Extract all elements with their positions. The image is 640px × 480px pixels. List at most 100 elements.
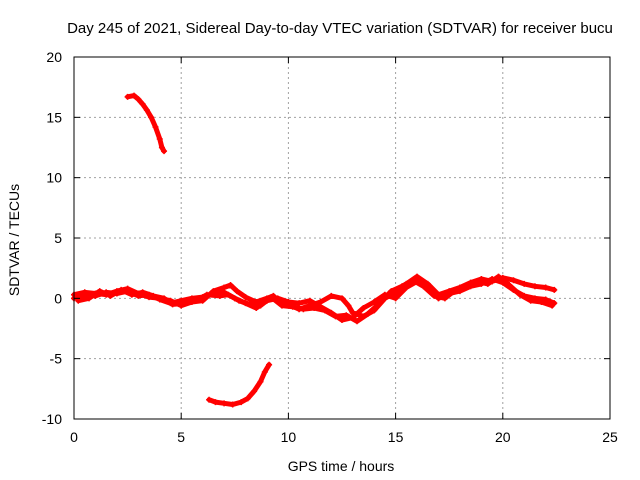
data-point: [527, 297, 534, 304]
data-point: [360, 304, 367, 311]
data-point: [257, 378, 264, 385]
data-point: [195, 296, 202, 303]
y-tick-label: -10: [42, 411, 62, 427]
data-point: [495, 273, 502, 280]
data-point: [289, 303, 296, 310]
y-tick-label: 0: [54, 290, 62, 306]
x-tick-label: 15: [388, 429, 404, 445]
data-point: [551, 286, 558, 293]
data-point: [251, 388, 258, 395]
data-point: [212, 399, 219, 406]
data-point: [261, 368, 268, 375]
data-point: [206, 396, 213, 403]
data-point: [244, 395, 251, 402]
data-point: [152, 123, 159, 130]
data-point: [236, 297, 243, 304]
data-point: [452, 286, 459, 293]
data-point: [354, 318, 361, 325]
data-point: [300, 306, 307, 313]
x-tick-label: 25: [602, 429, 618, 445]
data-point: [339, 295, 345, 302]
data-point: [257, 302, 264, 309]
x-tick-label: 10: [281, 429, 297, 445]
data-point: [86, 295, 93, 302]
data-point: [328, 292, 335, 299]
data-point: [221, 400, 228, 407]
data-point: [549, 302, 556, 309]
grid: [74, 57, 610, 419]
data-point: [135, 96, 142, 103]
data-point: [441, 295, 448, 302]
data-point: [107, 292, 114, 299]
data-point: [321, 307, 328, 314]
tick-labels: 0 5 10 15 20 25 -10 -5 0 5 10 15 20: [42, 49, 618, 445]
data-point: [161, 148, 168, 155]
series-main-band-c: [75, 273, 556, 325]
data-point: [420, 283, 427, 290]
data-point: [278, 302, 285, 309]
series-upper-arc: [124, 92, 168, 155]
data-point: [510, 277, 517, 284]
data-point: [266, 361, 273, 368]
y-tick-label: 5: [54, 230, 62, 246]
data-point: [268, 294, 275, 301]
x-axis-label: GPS time / hours: [288, 458, 395, 474]
data-point: [371, 298, 378, 305]
data-point: [463, 283, 470, 290]
data-point: [246, 301, 253, 308]
x-tick-label: 20: [495, 429, 511, 445]
data-point: [531, 283, 538, 290]
data-point: [143, 107, 150, 114]
y-tick-label: -5: [50, 351, 63, 367]
data-point: [388, 288, 395, 295]
data-point: [431, 292, 438, 299]
y-tick-label: 10: [46, 170, 62, 186]
data-point: [169, 301, 176, 308]
data-point: [332, 313, 339, 320]
data-point: [392, 295, 399, 302]
data-point: [225, 291, 232, 298]
data-point: [538, 298, 545, 305]
x-tick-label: 0: [70, 429, 78, 445]
data-point: [150, 292, 157, 299]
data-point: [182, 300, 189, 307]
data-point: [118, 286, 125, 293]
series-lower-arc: [206, 361, 273, 408]
data-point: [161, 295, 168, 302]
data-point: [242, 294, 249, 301]
data-point: [484, 280, 491, 287]
data-point: [216, 292, 223, 299]
axes: [73, 56, 611, 420]
data-point: [521, 280, 528, 287]
data-point: [399, 283, 406, 290]
data-point: [227, 282, 234, 289]
y-axis-label: SDTVAR / TECUs: [6, 184, 22, 296]
data-point: [203, 291, 210, 298]
data-point: [516, 291, 523, 298]
data-point: [375, 301, 382, 308]
chart-title: Day 245 of 2021, Sidereal Day-to-day VTE…: [67, 20, 613, 37]
series-line: [125, 93, 167, 154]
data-point: [306, 297, 313, 304]
data-point: [233, 288, 240, 295]
data-point: [96, 288, 103, 295]
y-tick-label: 15: [46, 109, 62, 125]
data-point: [156, 136, 163, 143]
y-tick-label: 20: [46, 49, 62, 65]
data-point: [343, 312, 350, 319]
data-point: [506, 282, 513, 289]
data-point: [158, 144, 165, 151]
series-line: [206, 362, 272, 407]
data-point: [139, 289, 146, 296]
data-point: [139, 101, 146, 108]
data-point: [542, 284, 549, 291]
data-point: [474, 278, 481, 285]
data-point: [345, 302, 352, 309]
data-point: [296, 300, 303, 307]
data-point: [238, 399, 245, 406]
data-point: [364, 311, 371, 318]
data-point: [148, 114, 155, 121]
x-tick-label: 5: [177, 429, 185, 445]
data-point: [229, 401, 236, 408]
